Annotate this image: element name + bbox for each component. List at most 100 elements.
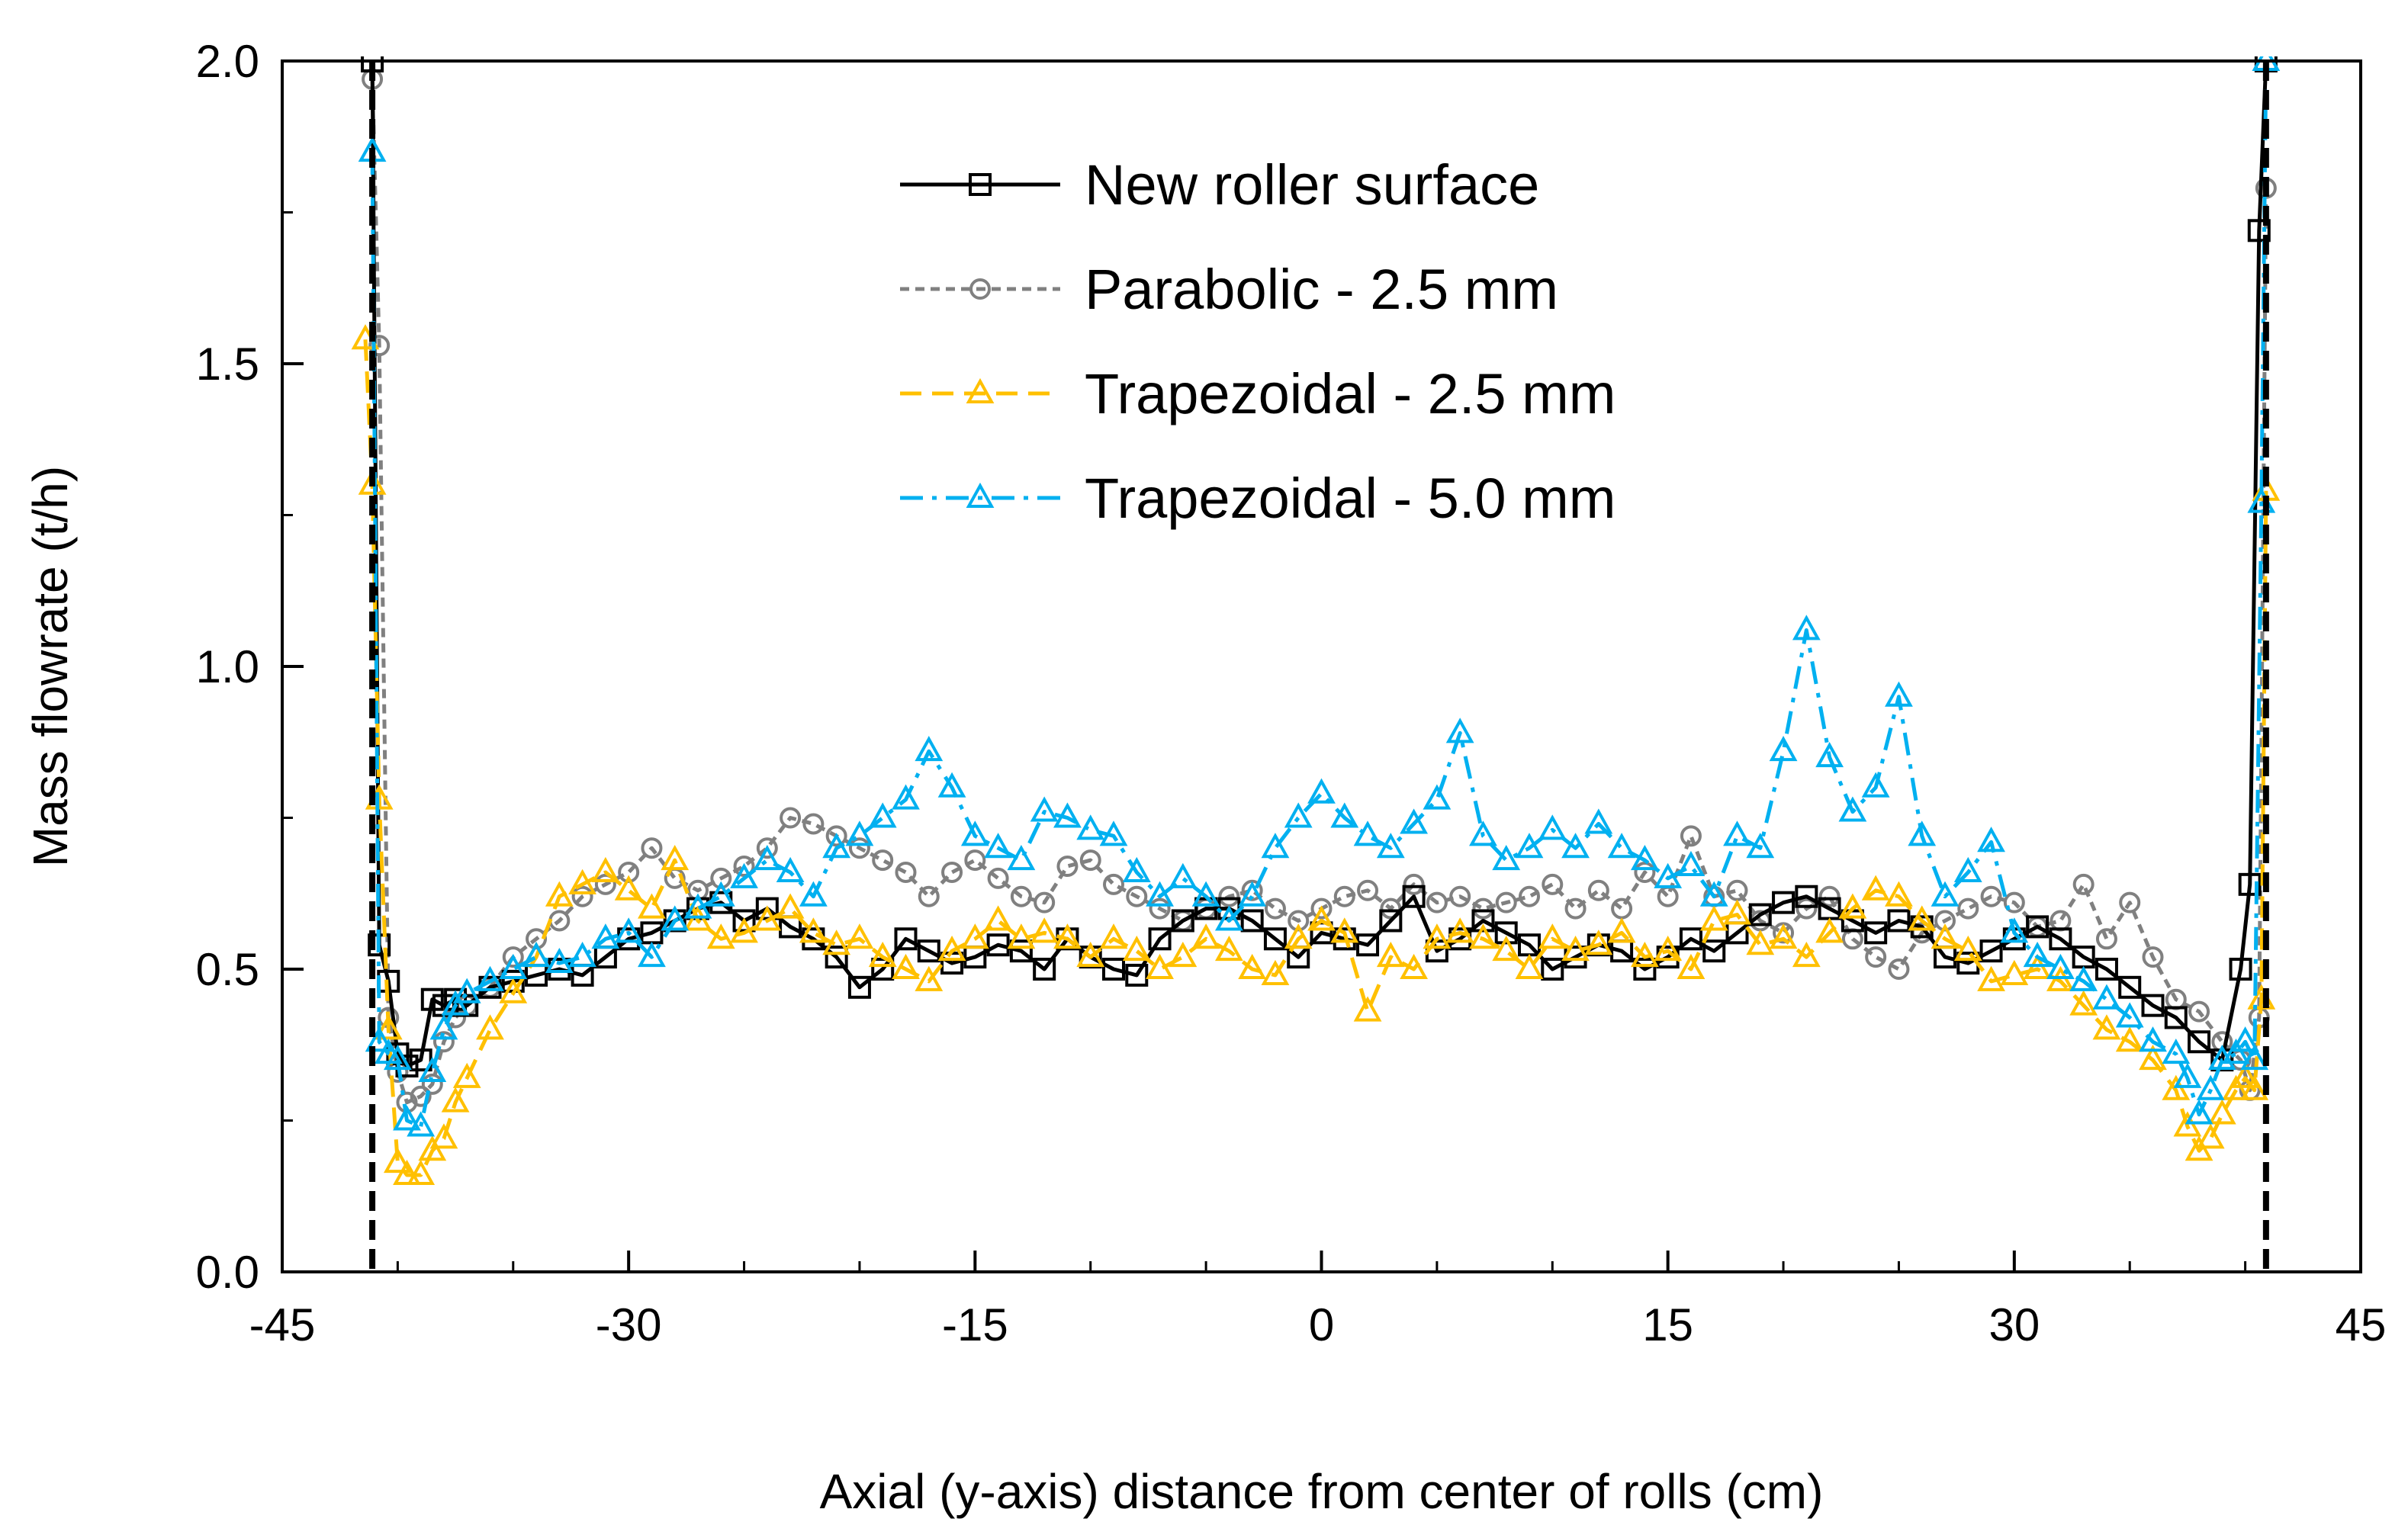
data-point [2188, 1030, 2211, 1054]
data-point [1677, 850, 1706, 877]
data-point [420, 987, 444, 1011]
data-point [987, 867, 1009, 889]
data-point [1449, 885, 1471, 907]
data-point [1376, 942, 1405, 968]
data-point [960, 923, 989, 949]
data-point [1261, 959, 1290, 985]
data-point [2247, 219, 2271, 242]
boundary-layer [369, 61, 2269, 1272]
data-point [2231, 1026, 2260, 1052]
data-point [1469, 820, 1497, 846]
data-point [432, 1031, 455, 1053]
data-point [1908, 905, 1937, 931]
data-point [1126, 885, 1148, 907]
data-point [848, 837, 870, 859]
data-point [1818, 885, 1841, 907]
data-point [571, 885, 593, 907]
data-point [1191, 923, 1220, 949]
data-point [1053, 923, 1082, 949]
data-point [1584, 808, 1613, 834]
series-3 [358, 56, 2281, 1137]
data-point [1148, 927, 1172, 951]
data-point [1149, 897, 1171, 920]
legend-label: Trapezoidal - 5.0 mm [1085, 467, 1616, 530]
data-point [2164, 1006, 2188, 1029]
data-point [825, 825, 847, 847]
data-point [499, 978, 528, 1003]
data-point [383, 1147, 412, 1174]
axis-ticks [281, 59, 2362, 1273]
data-point [918, 885, 940, 907]
data-point [545, 947, 574, 974]
data-point [894, 927, 918, 951]
data-point [365, 1026, 394, 1052]
data-point [1472, 897, 1494, 920]
data-point [937, 936, 966, 962]
data-point [1125, 963, 1149, 987]
data-point [984, 905, 1013, 931]
x-tick-label: -30 [596, 1299, 662, 1350]
data-point [1538, 923, 1567, 949]
data-point [2238, 872, 2262, 896]
data-point [638, 893, 666, 919]
data-point [502, 946, 524, 968]
data-point [1307, 778, 1336, 804]
data-point [1076, 814, 1105, 840]
data-point [526, 928, 548, 950]
data-point [872, 849, 894, 872]
data-point [2185, 1135, 2213, 1161]
data-point [753, 905, 782, 931]
data-point [1564, 897, 1587, 920]
data-point [984, 833, 1013, 859]
data-point [1723, 820, 1751, 846]
x-axis-title: Axial (y-axis) distance from center of r… [820, 1464, 1824, 1519]
data-point [1931, 923, 1960, 949]
data-point [661, 844, 690, 871]
y-tick-label: 0.0 [196, 1247, 259, 1298]
data-point [1630, 942, 1659, 968]
data-point [2139, 1026, 2167, 1052]
x-tick-label: 30 [1988, 1299, 2040, 1350]
data-point [1677, 953, 1706, 979]
data-point [1423, 784, 1452, 810]
data-point [756, 837, 778, 859]
data-point [383, 1044, 412, 1071]
x-tick-label: -45 [249, 1299, 316, 1350]
data-point [1030, 796, 1059, 822]
data-point [1607, 917, 1636, 943]
x-tick-label: 15 [1642, 1299, 1693, 1350]
legend-marker [969, 278, 991, 300]
data-point [847, 975, 871, 999]
data-point [2049, 927, 2072, 951]
data-point [776, 856, 805, 882]
data-point [1795, 885, 1818, 908]
data-point [1402, 885, 1426, 908]
data-point [407, 1159, 436, 1185]
data-point [1864, 921, 1888, 945]
data-point [1584, 930, 1613, 955]
data-point [1607, 833, 1636, 859]
data-point [1792, 615, 1821, 641]
data-point [776, 893, 805, 919]
data-point [2000, 917, 2029, 943]
data-point [2069, 965, 2098, 991]
legend-label: New roller surface [1085, 153, 1539, 217]
data-point [410, 1085, 432, 1107]
legend-label: Trapezoidal - 2.5 mm [1085, 362, 1616, 425]
data-point [1471, 909, 1495, 933]
data-point [1103, 873, 1124, 895]
data-point [2069, 990, 2098, 1016]
data-point [1772, 891, 1796, 914]
data-point [915, 965, 944, 991]
legend-marker [966, 377, 995, 403]
data-point [1056, 856, 1079, 878]
data-point [1541, 958, 1564, 981]
data-point [418, 1135, 447, 1161]
data-point [1561, 936, 1590, 962]
data-point [545, 881, 574, 907]
data-point [845, 923, 874, 949]
data-point [1379, 909, 1403, 933]
data-point [2095, 928, 2117, 950]
data-point [1009, 939, 1033, 963]
data-point [1288, 910, 1310, 932]
